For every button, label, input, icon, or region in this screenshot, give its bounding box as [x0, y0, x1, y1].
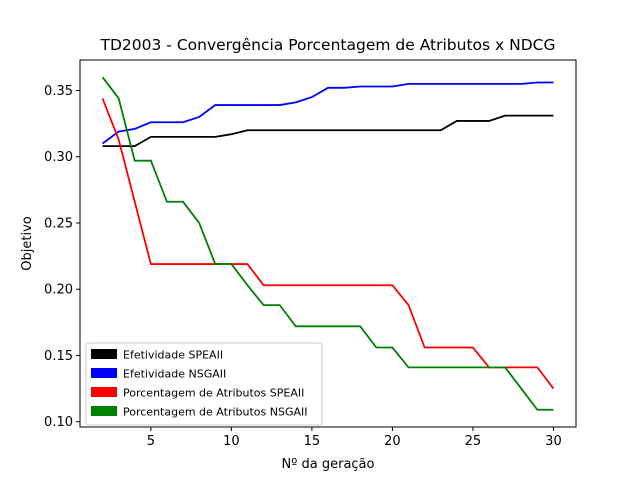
y-tick-label: 0.30: [44, 150, 73, 165]
x-axis: 5 10 15 20 25 30: [147, 427, 562, 449]
y-tick-label: 0.20: [44, 283, 73, 298]
y-axis-label: Objetivo: [20, 216, 35, 270]
legend-swatch: [91, 349, 117, 359]
legend-label: Efetividade SPEAII: [123, 349, 223, 362]
y-tick-label: 0.25: [44, 216, 73, 231]
legend-box: [85, 342, 323, 426]
legend-label: Efetividade NSGAII: [123, 368, 226, 381]
legend-label: Porcentagem de Atributos SPEAII: [123, 387, 304, 400]
y-tick-label: 0.10: [44, 415, 73, 430]
y-tick-label: 0.15: [44, 349, 73, 364]
chart-title: TD2003 - Convergência Porcentagem de Atr…: [100, 36, 556, 54]
x-tick-label: 10: [223, 434, 240, 449]
x-tick-label: 15: [304, 434, 321, 449]
axes-frame: [79, 59, 577, 428]
legend-swatch: [91, 387, 117, 397]
x-tick-label: 30: [545, 434, 562, 449]
legend-swatch: [91, 406, 117, 416]
x-tick-label: 25: [465, 434, 482, 449]
x-axis-label: Nº da geração: [282, 457, 375, 472]
x-tick-label: 20: [384, 434, 401, 449]
y-axis: 0.10 0.15 0.20 0.25 0.30 0.35: [44, 84, 80, 430]
x-tick-label: 5: [147, 434, 155, 449]
y-tick-label: 0.35: [44, 84, 73, 99]
series-line-1: [102, 114, 554, 148]
legend-swatch: [91, 368, 117, 378]
legend: Efetividade SPEAII Efetividade NSGAII Porc…: [85, 342, 323, 426]
series-line-3: [101, 98, 555, 390]
legend-label: Porcentagem de Atributos NSGAII: [123, 406, 308, 419]
series-line-2: [102, 81, 554, 145]
series-line-4: [101, 76, 554, 411]
plot-area: [101, 76, 555, 411]
